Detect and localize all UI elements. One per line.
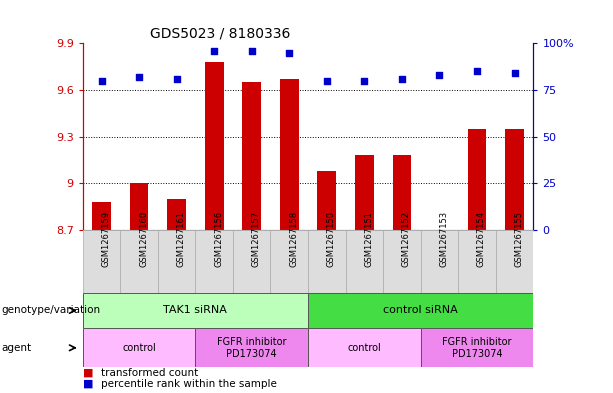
Bar (242, 82, 261, 230)
Point (284, 50, 294, 56)
Point (472, 68, 482, 74)
Bar (280, 79, 299, 230)
Text: GSM1267155: GSM1267155 (514, 211, 524, 267)
Bar (83, 293, 308, 328)
Text: percentile rank within the sample: percentile rank within the sample (101, 379, 277, 389)
Point (97, 77, 107, 84)
Text: FGFR inhibitor
PD173074: FGFR inhibitor PD173074 (217, 337, 286, 358)
Bar (496, 230, 533, 293)
Point (209, 48, 219, 54)
Bar (120, 230, 158, 293)
Text: GSM1267161: GSM1267161 (177, 211, 186, 267)
Point (435, 72, 444, 78)
Point (172, 75, 181, 82)
Bar (158, 230, 196, 293)
Text: GSM1267160: GSM1267160 (139, 211, 148, 267)
Text: TAK1 siRNA: TAK1 siRNA (164, 305, 227, 316)
Text: GSM1267150: GSM1267150 (327, 211, 336, 267)
Bar (318, 171, 336, 230)
Bar (308, 328, 421, 367)
Bar (308, 230, 346, 293)
Text: ■: ■ (83, 379, 93, 389)
Text: transformed count: transformed count (101, 368, 199, 378)
Bar (421, 230, 458, 293)
Text: FGFR inhibitor
PD173074: FGFR inhibitor PD173074 (442, 337, 512, 358)
Bar (196, 328, 308, 367)
Point (509, 70, 519, 76)
Bar (233, 230, 270, 293)
Text: control: control (122, 343, 156, 353)
Bar (83, 328, 196, 367)
Bar (196, 230, 233, 293)
Text: GSM1267158: GSM1267158 (289, 211, 299, 267)
Bar (205, 62, 224, 230)
Bar (270, 230, 308, 293)
Text: control siRNA: control siRNA (383, 305, 458, 316)
Point (359, 77, 369, 84)
Bar (167, 199, 186, 230)
Bar (83, 230, 120, 293)
Bar (308, 293, 533, 328)
Bar (92, 202, 111, 230)
Bar (383, 230, 421, 293)
Bar (458, 230, 496, 293)
Point (397, 75, 407, 82)
Bar (355, 155, 374, 230)
Text: control: control (348, 343, 381, 353)
Text: ■: ■ (83, 368, 93, 378)
Point (134, 73, 144, 80)
Point (322, 77, 332, 84)
Text: genotype/variation: genotype/variation (2, 305, 101, 316)
Text: GSM1267154: GSM1267154 (477, 211, 486, 267)
Text: agent: agent (2, 343, 32, 353)
Text: GSM1267151: GSM1267151 (364, 211, 373, 267)
Bar (130, 183, 148, 230)
Bar (421, 328, 533, 367)
Bar (346, 230, 383, 293)
Bar (392, 155, 411, 230)
Text: GSM1267156: GSM1267156 (214, 211, 223, 267)
Text: GDS5023 / 8180336: GDS5023 / 8180336 (150, 27, 291, 40)
Text: GSM1267153: GSM1267153 (440, 211, 449, 267)
Bar (505, 129, 524, 230)
Text: GSM1267159: GSM1267159 (102, 211, 110, 267)
Point (247, 48, 257, 54)
Text: GSM1267157: GSM1267157 (252, 211, 261, 267)
Bar (468, 129, 486, 230)
Text: GSM1267152: GSM1267152 (402, 211, 411, 267)
